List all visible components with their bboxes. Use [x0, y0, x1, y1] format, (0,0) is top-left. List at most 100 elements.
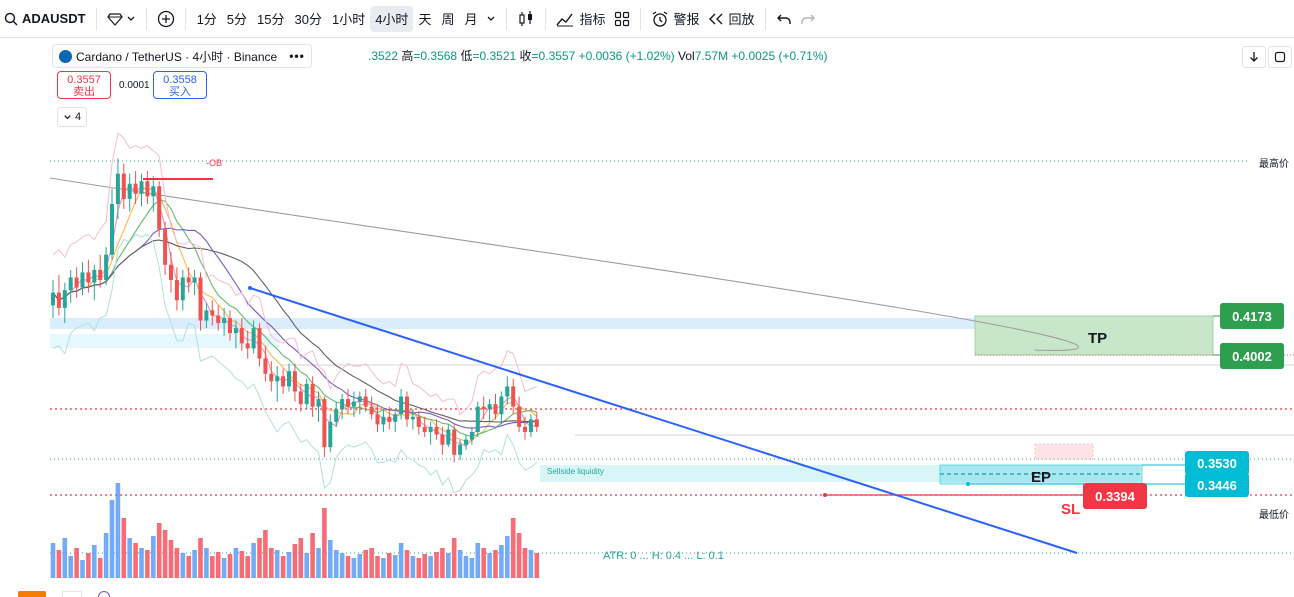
volume-bar: [322, 508, 327, 578]
interval-button[interactable]: 1分: [196, 12, 217, 27]
volume-bar: [351, 558, 357, 578]
candle-body: [133, 183, 138, 194]
candle-body: [387, 416, 392, 422]
trendline-anchor: [248, 286, 252, 290]
interval-button[interactable]: 30分: [294, 12, 322, 27]
sell-price: 0.3557: [67, 74, 101, 86]
candle-body: [222, 318, 227, 324]
volume-bar: [192, 550, 197, 578]
volume-bar: [357, 554, 363, 578]
volume-bar: [446, 553, 451, 578]
symbol-name: ADAUSDT: [22, 11, 86, 26]
volume-bar: [398, 543, 404, 578]
candle-body: [263, 358, 268, 374]
candle-body: [62, 290, 67, 308]
interval-button[interactable]: 5分: [226, 12, 248, 27]
candle-body: [157, 186, 162, 230]
volume-bar: [522, 548, 528, 578]
indicators-button[interactable]: 指标: [552, 6, 609, 32]
entry-anchor: [966, 482, 970, 486]
low-value: =0.3521: [472, 49, 517, 63]
divider: [95, 7, 97, 30]
candle-body: [340, 399, 345, 410]
settings-icon[interactable]: [98, 591, 110, 597]
volume-bar: [168, 540, 174, 578]
interval-button[interactable]: 月: [464, 12, 478, 27]
volume-bar: [328, 540, 333, 578]
volume-bar: [298, 538, 304, 578]
vol-label: Vol: [678, 49, 695, 63]
close-value: =0.3557: [531, 49, 576, 63]
divider: [184, 7, 186, 30]
compare-dropdown[interactable]: [103, 6, 140, 32]
indicator-collapse-button[interactable]: 4: [57, 107, 87, 127]
add-symbol-button[interactable]: [153, 6, 179, 32]
chevron-down-icon: [64, 114, 71, 119]
symbol-legend[interactable]: Cardano / TetherUS · 4小时 · Binance •••: [52, 44, 312, 68]
volume-bar: [233, 548, 239, 578]
candle-body: [56, 292, 61, 308]
layouts-button[interactable]: [610, 6, 634, 32]
candle-body: [440, 434, 445, 445]
alert-button[interactable]: 警报: [647, 6, 704, 32]
volume-bar: [440, 548, 445, 578]
more-options-icon[interactable]: •••: [289, 49, 305, 63]
candle-body: [304, 383, 309, 405]
chart-type-button[interactable]: [513, 6, 539, 32]
replay-button[interactable]: 回放: [704, 6, 759, 32]
volume-bar: [210, 556, 215, 578]
candle-body: [228, 318, 232, 334]
interval-button[interactable]: 周: [441, 12, 455, 27]
volume-bar: [62, 538, 68, 578]
candle-body: [298, 391, 303, 405]
upper-band-line: [52, 132, 537, 416]
entry-upper-price-tag: 0.3530: [1185, 451, 1249, 475]
candle-body: [233, 328, 238, 334]
volume-bar: [404, 550, 410, 578]
interval-more-button[interactable]: [482, 6, 500, 32]
volume-bar: [269, 548, 274, 578]
buy-button[interactable]: 0.3558 买入: [153, 71, 207, 99]
candle-body: [452, 429, 457, 455]
volume-bar: [392, 555, 398, 578]
zones-layer: [50, 160, 1294, 554]
vol-change-value: +0.0025 (+0.71%): [731, 49, 828, 63]
candle-body: [334, 409, 339, 422]
long-moving-average-line: [49, 177, 1079, 352]
volume-bar: [151, 536, 156, 578]
ohlc-readout: .3522 高=0.3568 低=0.3521 收=0.3557 +0.0036…: [368, 47, 828, 64]
sell-button[interactable]: 0.3557 卖出: [57, 71, 111, 99]
interval-button[interactable]: 1小时: [331, 12, 366, 27]
candle-body: [310, 383, 315, 407]
volume-bar: [109, 500, 115, 578]
volume-bar: [74, 548, 79, 578]
volume-bar: [127, 538, 132, 578]
sellside-liquidity-label: Sellside liquidity: [547, 467, 604, 476]
interval-button[interactable]: 15分: [257, 12, 285, 27]
price-chart[interactable]: -OB Sellside liquidity ATR: 0 ... H: 0.4…: [0, 38, 1294, 597]
redo-button[interactable]: [796, 6, 820, 32]
collapse-button[interactable]: [62, 591, 82, 597]
candle-body: [369, 406, 374, 415]
stop-loss-price-tag: 0.3394: [1083, 483, 1147, 509]
undo-button[interactable]: [772, 6, 796, 32]
interval-group: 1分 5分 15分 30分 1小时 4小时天周月: [192, 5, 483, 32]
cardano-logo-icon: [59, 49, 72, 63]
volume-bar: [375, 556, 380, 578]
candle-body: [110, 204, 114, 255]
fullscreen-button[interactable]: [1268, 46, 1292, 68]
volume-bar: [428, 556, 433, 578]
interval-button[interactable]: 4小时: [370, 5, 414, 32]
symbol-search[interactable]: ADAUSDT: [0, 6, 90, 32]
volume-bar: [381, 558, 386, 578]
candle-body: [174, 280, 179, 301]
scroll-down-button[interactable]: [1242, 46, 1266, 68]
interval-button[interactable]: 天: [418, 12, 432, 27]
candle-body: [475, 406, 480, 432]
candle-body: [322, 399, 327, 448]
candle-body: [422, 426, 427, 432]
volume-bar: [80, 560, 85, 578]
volume-bar: [92, 545, 97, 578]
divider: [506, 7, 508, 30]
volume-bar: [221, 558, 227, 578]
